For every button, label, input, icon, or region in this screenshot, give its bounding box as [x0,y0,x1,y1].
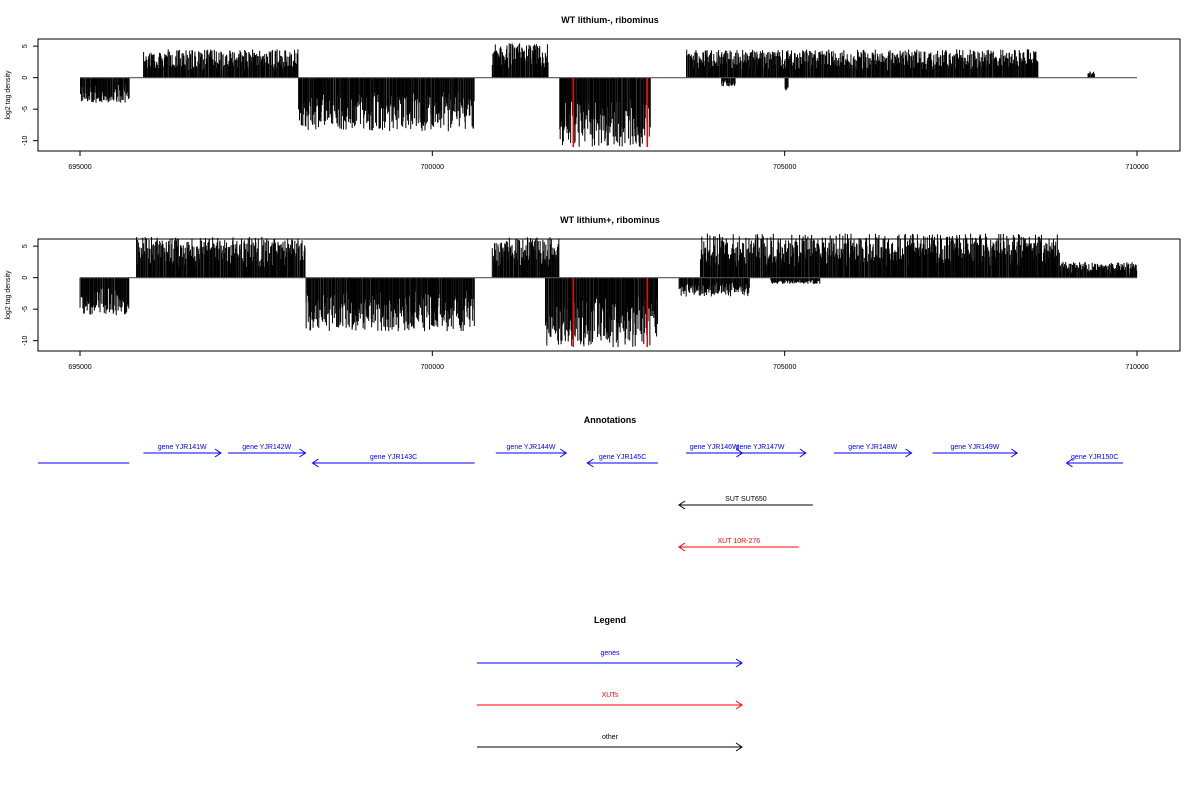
x-axis: 695000 700000 705000 710000 [68,150,1149,171]
feature-label: gene YJR144W [507,444,556,451]
gene-feature: gene YJR149W [932,444,1019,458]
feature-arrowhead [586,458,594,468]
track-panel-lithium-minus: WT lithium-, ribominus log2 tag density … [5,15,1181,171]
gene-feature: gene YJR150C [1065,454,1123,468]
feature-arrowhead [678,500,686,510]
y-axis-label: log2 tag density [5,270,12,320]
gene-feature: gene YJR144W [495,444,568,458]
x-tick-label: 705000 [773,364,796,371]
legend-title: Legend [594,615,626,625]
legend-label: XUTs [602,692,619,699]
gene-feature: gene YJR143C [311,454,475,468]
gene-feature: gene YJR145C [586,454,658,468]
y-tick-label: 5 [22,44,29,48]
feature-label: gene YJR142W [242,444,291,451]
feature-label: gene YJR145C [599,454,646,461]
feature-label: XUT 10R-276 [718,538,761,545]
legend-arrowhead [735,700,743,710]
x-tick-label: 710000 [1125,364,1148,371]
highlight-bars [572,277,649,347]
x-tick-label: 695000 [68,364,91,371]
feature-list: gene YJR141W gene YJR142W gene YJR143C gene… [38,444,1123,552]
feature-label: gene YJR147W [736,444,785,451]
y-tick-label: -5 [22,306,29,312]
legend-arrowhead [735,742,743,752]
legend-label: other [602,734,619,741]
feature-arrowhead [1065,458,1073,468]
legend-label: genes [600,650,620,657]
annotations-title: Annotations [584,415,637,425]
y-axis: 5 0 -5 -10 [22,44,39,146]
x-tick-label: 695000 [68,164,91,171]
y-axis-label: log2 tag density [5,70,12,120]
x-axis: 695000 700000 705000 710000 [68,350,1149,371]
gene-feature: gene YJR142W [227,444,307,458]
feature-arrowhead [799,448,807,458]
y-tick-label: 5 [22,244,29,248]
feature-arrowhead [1010,448,1019,458]
feature-label: SUT SUT650 [725,496,767,503]
gene-feature: gene YJR146W [686,444,744,458]
legend-arrowhead [735,658,743,668]
feature-arrowhead [559,448,568,458]
feature-label: gene YJR150C [1071,454,1118,461]
feature-label: gene YJR141W [158,444,207,451]
x-tick-label: 700000 [421,164,444,171]
legend-item-gene: genes [477,650,743,668]
y-tick-label: 0 [22,276,29,280]
y-axis: 5 0 -5 -10 [22,244,39,346]
y-tick-label: -10 [22,336,29,346]
highlight-bars [572,77,649,147]
feature-label: gene YJR146W [690,444,739,451]
feature-label: gene YJR148W [848,444,897,451]
x-tick-label: 700000 [421,364,444,371]
feature-arrowhead [678,542,686,552]
y-tick-label: -5 [22,106,29,112]
feature-arrowhead [905,448,913,458]
track-title: WT lithium-, ribominus [561,15,659,25]
legend: Legend genes XUTs other [477,615,743,752]
feature-arrowhead [311,458,319,468]
x-tick-label: 710000 [1125,164,1148,171]
feature-label: gene YJR143C [370,454,417,461]
annotation-track: Annotations gene YJR141W gene YJR142Wgene… [38,415,1123,552]
y-tick-label: -10 [22,136,29,146]
feature-arrowhead [214,448,222,458]
track-panel-lithium-plus: WT lithium+, ribominus log2 tag density … [5,215,1181,371]
other-feature: SUT SUT650 [678,496,813,510]
feature-label: gene YJR149W [950,444,999,451]
xut-feature: XUT 10R-276 [678,538,799,552]
signal-bars [79,233,1138,347]
gene-feature: gene YJR148W [833,444,913,458]
y-tick-label: 0 [22,76,29,80]
track-title: WT lithium+, ribominus [560,215,660,225]
gene-feature: gene YJR141W [143,444,222,458]
legend-items: genes XUTs other [477,650,743,752]
gene-feature: gene YJR147W [714,444,807,458]
feature-arrowhead [299,448,307,458]
legend-item-xut: XUTs [477,692,743,710]
legend-item-other: other [477,734,743,752]
x-tick-label: 705000 [773,164,796,171]
signal-bars [80,43,1095,147]
